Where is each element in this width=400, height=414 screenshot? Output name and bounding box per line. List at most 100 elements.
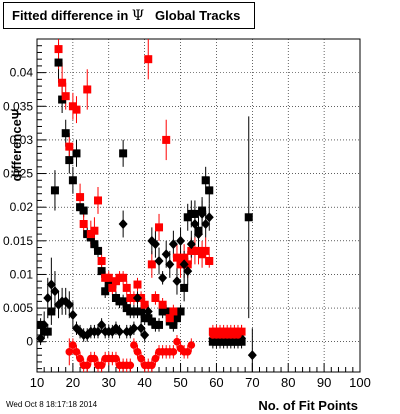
data-point-square [158, 300, 167, 309]
data-point-circle [65, 348, 74, 356]
data-point-circle [237, 327, 246, 336]
data-point-diamond [46, 279, 56, 290]
data-point-diamond [132, 293, 142, 303]
data-point-square [68, 176, 77, 185]
data-point-square [79, 220, 88, 228]
data-point-square [190, 209, 199, 218]
data-point-square [155, 320, 164, 329]
data-point-square [205, 186, 214, 195]
data-point-square [90, 240, 99, 249]
y-tick-label: 0.02 [10, 200, 34, 214]
data-point-circle [151, 354, 160, 363]
x-tick-label: 60 [209, 375, 223, 390]
data-point-square [162, 307, 171, 316]
data-point-diamond [197, 208, 207, 219]
data-point-square [43, 327, 52, 336]
data-point-diamond [39, 319, 49, 330]
data-point-diamond [183, 266, 193, 277]
x-tick-label: 10 [30, 375, 44, 390]
data-point-diamond [154, 256, 164, 266]
data-point-diamond [50, 286, 60, 297]
data-point-square [180, 283, 189, 292]
data-point-diamond [194, 229, 203, 240]
data-point-square [165, 314, 174, 323]
data-point-square [50, 186, 59, 195]
data-point-square [201, 246, 210, 255]
data-point-square [119, 297, 128, 306]
data-point-square [172, 314, 181, 323]
data-point-square [94, 196, 103, 205]
data-point-diamond [93, 326, 103, 337]
data-point-square [169, 320, 178, 329]
data-point-square [72, 105, 81, 114]
data-point-square [151, 294, 160, 302]
y-tick-label: 0 [26, 335, 33, 349]
data-point-square [162, 135, 171, 144]
data-point-diamond [143, 306, 153, 317]
data-point-diamond [36, 333, 46, 344]
data-point-square [133, 280, 142, 289]
data-point-circle [137, 354, 145, 363]
data-point-diamond [43, 293, 53, 303]
data-point-square [101, 287, 110, 296]
data-point-circle [90, 354, 99, 363]
data-point-square [119, 149, 128, 158]
data-point-diamond [179, 259, 189, 270]
data-point-square [176, 307, 185, 316]
y-tick-label: 0.01 [10, 267, 34, 281]
data-point-diamond [140, 330, 150, 340]
data-point-diamond [129, 323, 139, 334]
data-point-diamond [190, 219, 200, 229]
data-point-square [119, 273, 128, 282]
data-point-diamond [68, 309, 78, 320]
data-point-circle [183, 348, 192, 356]
data-point-square [108, 283, 117, 292]
y-tick-label: 0.005 [3, 301, 33, 315]
x-tick-label: 50 [173, 375, 187, 390]
chart-title: Fitted difference in Ψ Global Tracks [3, 2, 255, 29]
data-point-circle [126, 361, 135, 370]
y-tick-label: 0.015 [3, 234, 33, 248]
data-point-square [94, 246, 103, 255]
data-point-circle [97, 361, 106, 370]
x-axis-label: No. of Fit Points [258, 398, 358, 413]
x-tick-label: 40 [137, 375, 151, 390]
title-prefix: Fitted difference in [12, 8, 129, 23]
y-tick-label: 0.03 [10, 133, 34, 147]
data-point-square [169, 307, 178, 316]
x-tick-label: 80 [281, 375, 295, 390]
data-point-square [244, 213, 253, 222]
data-point-square [58, 78, 67, 87]
data-point-square [54, 58, 63, 67]
y-tick-labels: 0 0.005 0.01 0.015 0.02 0.025 0.03 0.035 0.04 [3, 66, 33, 349]
title-suffix: Global Tracks [155, 8, 241, 23]
data-point-circle [130, 341, 138, 349]
data-point-square [137, 307, 146, 316]
data-point-square [205, 257, 214, 265]
x-tick-label: 100 [349, 375, 371, 390]
y-axis-label: differenceΨ [9, 109, 24, 182]
data-point-diamond [204, 212, 214, 223]
data-point-circle [169, 348, 178, 356]
data-point-square [90, 226, 99, 235]
data-point-square [61, 92, 70, 101]
data-point-square [155, 223, 164, 232]
data-point-square [172, 253, 181, 262]
data-point-diamond [172, 276, 182, 287]
data-point-square [97, 257, 106, 265]
data-point-diamond [136, 323, 146, 334]
data-point-circle [187, 341, 196, 349]
data-point-square [79, 206, 88, 215]
data-point-square [140, 300, 149, 309]
data-point-square [65, 142, 74, 151]
x-tick-label: 20 [66, 375, 80, 390]
data-point-diamond [161, 249, 171, 260]
timestamp: Wed Oct 8 18:17:18 2014 [6, 400, 98, 409]
data-point-square [144, 55, 153, 64]
data-point-diamond [158, 272, 168, 283]
data-points [36, 45, 257, 370]
x-tick-labels: 10 20 30 40 50 60 70 80 90 100 [30, 375, 371, 390]
data-point-diamond [118, 219, 128, 229]
data-point-diamond [165, 259, 175, 270]
